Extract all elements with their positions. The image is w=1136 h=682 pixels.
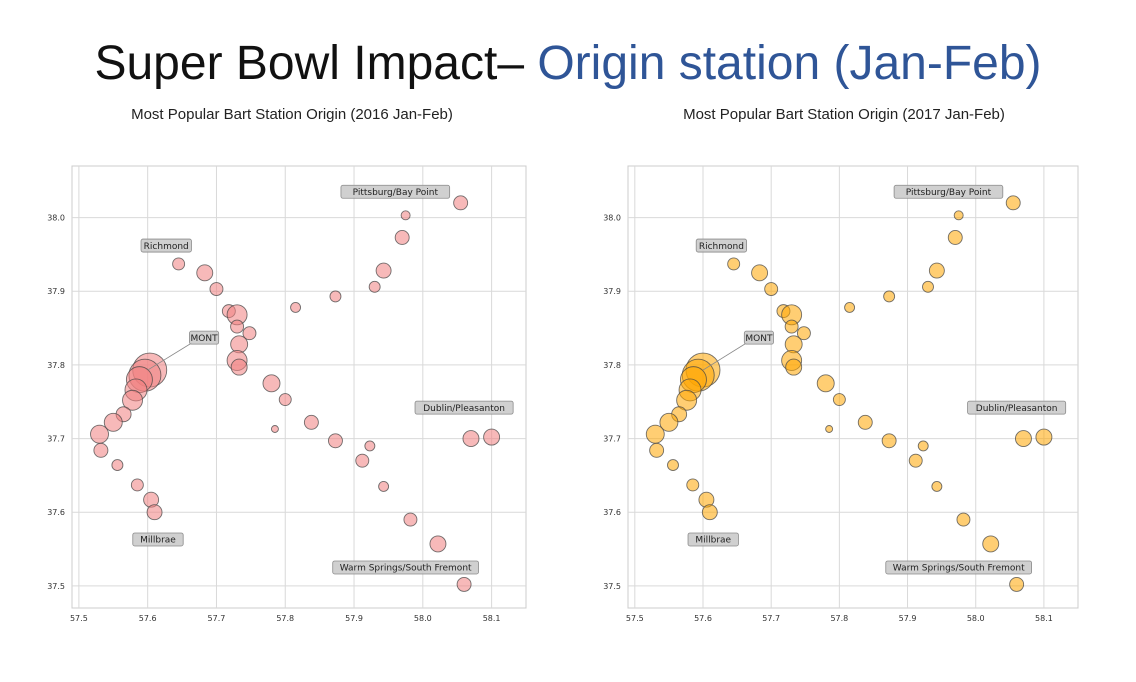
scatter-point [368, 280, 381, 293]
slide-title: Super Bowl Impact– Origin station (Jan-F… [0, 36, 1136, 91]
station-annotation: Millbrae [132, 532, 184, 547]
scatter-point [364, 440, 376, 452]
scatter-point [230, 319, 245, 334]
scatter-point [103, 412, 123, 432]
x-tick-label: 57.6 [139, 614, 157, 623]
annotation-box [340, 184, 451, 199]
annotation-label: MONT [191, 334, 219, 344]
y-tick-label: 37.6 [47, 508, 65, 517]
y-tick-label: 37.7 [47, 435, 65, 444]
annotation-label: Millbrae [140, 536, 176, 546]
annotation-leader-line [147, 342, 192, 371]
y-tick-label: 37.9 [47, 287, 65, 296]
y-tick-label: 37.8 [47, 361, 65, 370]
scatter-point [456, 576, 472, 592]
annotation-box [332, 560, 479, 575]
scatter-point [462, 430, 480, 448]
scatter-point [429, 535, 447, 553]
scatter-point [278, 393, 292, 406]
scatter-point [378, 481, 390, 492]
scatter-point [303, 414, 319, 430]
x-tick-label: 58.0 [414, 614, 432, 623]
station-annotation: Warm Springs/South Fremont [332, 560, 479, 575]
chart-title-2017: Most Popular Bart Station Origin (2017 J… [683, 106, 1005, 123]
station-annotation: Richmond [140, 238, 192, 253]
scatter-point [196, 264, 214, 282]
scatter-point [270, 425, 279, 433]
annotation-label: Pittsburg/Bay Point [353, 188, 439, 198]
annotation-box [132, 532, 184, 547]
scatter-point [290, 301, 302, 313]
x-tick-label: 57.5 [70, 614, 88, 623]
scatter-point [394, 230, 410, 245]
scatter-point [130, 478, 144, 492]
x-tick-label: 57.7 [208, 614, 226, 623]
annotation-label: Dublin/Pleasanton [423, 404, 505, 414]
x-tick-label: 57.8 [276, 614, 294, 623]
y-tick-label: 37.5 [47, 582, 65, 591]
scatter-point [400, 210, 411, 221]
scatter-point [93, 442, 109, 458]
scatter-point [209, 282, 224, 296]
x-tick-label: 58.1 [483, 614, 501, 623]
scatter-point [90, 424, 109, 444]
scatter-point [453, 195, 469, 211]
scatter-point [483, 428, 501, 446]
scatter-point [230, 358, 248, 376]
scatter-point [122, 389, 143, 411]
chart-title-2016: Most Popular Bart Station Origin (2016 J… [131, 106, 453, 123]
scatter-point [242, 326, 257, 341]
station-annotation: Pittsburg/Bay Point [340, 184, 451, 199]
station-annotation: MONT [147, 330, 220, 371]
scatter-point [403, 512, 418, 527]
x-tick-label: 57.9 [345, 614, 363, 623]
slide-title-part2: Origin station (Jan-Feb) [537, 37, 1042, 90]
scatter-point [329, 290, 342, 303]
y-tick-label: 38.0 [47, 214, 65, 223]
scatter-point [230, 335, 249, 354]
annotation-box [140, 238, 192, 253]
scatter-point [146, 504, 163, 521]
scatter-point [355, 453, 370, 468]
scatter-point [172, 257, 186, 271]
scatter-point [375, 262, 392, 279]
scatter-point [111, 459, 124, 472]
scatter-point [328, 433, 343, 449]
annotation-label: Richmond [144, 242, 189, 252]
annotation-label: Warm Springs/South Fremont [340, 564, 472, 574]
station-annotation: Dublin/Pleasanton [414, 400, 514, 415]
scatter-point [262, 374, 281, 393]
annotation-box [189, 330, 220, 345]
annotation-box [414, 400, 514, 415]
slide-title-part1: Super Bowl Impact– [94, 37, 538, 90]
